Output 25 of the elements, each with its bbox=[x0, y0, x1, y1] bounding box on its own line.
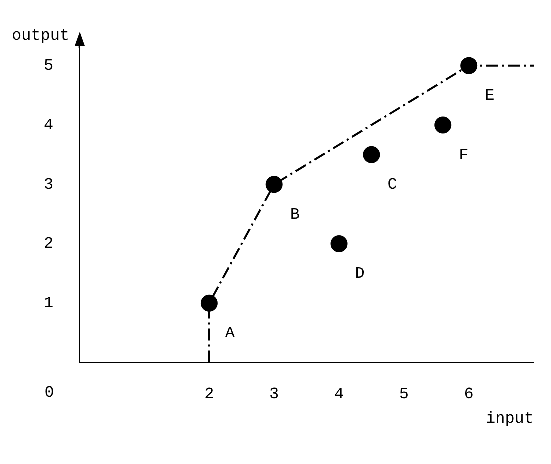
point bbox=[330, 236, 348, 253]
text: 0 bbox=[44, 384, 54, 402]
point bbox=[434, 116, 452, 134]
y-tick-label: 2 bbox=[44, 235, 54, 254]
point bbox=[363, 146, 380, 164]
y-tick-label: 3 bbox=[44, 176, 54, 194]
annotation: E bbox=[485, 87, 495, 106]
point bbox=[266, 176, 283, 194]
x-tick-label: 3 bbox=[270, 386, 280, 404]
x-tick-label: 5 bbox=[399, 386, 409, 404]
x-tick-label: 2 bbox=[204, 386, 214, 404]
annotation: A bbox=[225, 324, 236, 343]
annotation: C bbox=[388, 176, 398, 194]
y-axis-title: output bbox=[12, 27, 70, 46]
annotation: F bbox=[459, 146, 469, 164]
y-tick-label: 1 bbox=[44, 294, 54, 313]
point bbox=[460, 57, 478, 74]
y-tick-label: 4 bbox=[44, 116, 54, 134]
x-axis-title: input bbox=[486, 410, 534, 428]
x-tick-label: 6 bbox=[464, 386, 474, 404]
annotation: B bbox=[290, 206, 300, 224]
annotation: D bbox=[355, 265, 365, 284]
x-tick-label: 4 bbox=[334, 386, 344, 404]
y-tick-label: 5 bbox=[44, 57, 54, 76]
point bbox=[200, 294, 218, 312]
